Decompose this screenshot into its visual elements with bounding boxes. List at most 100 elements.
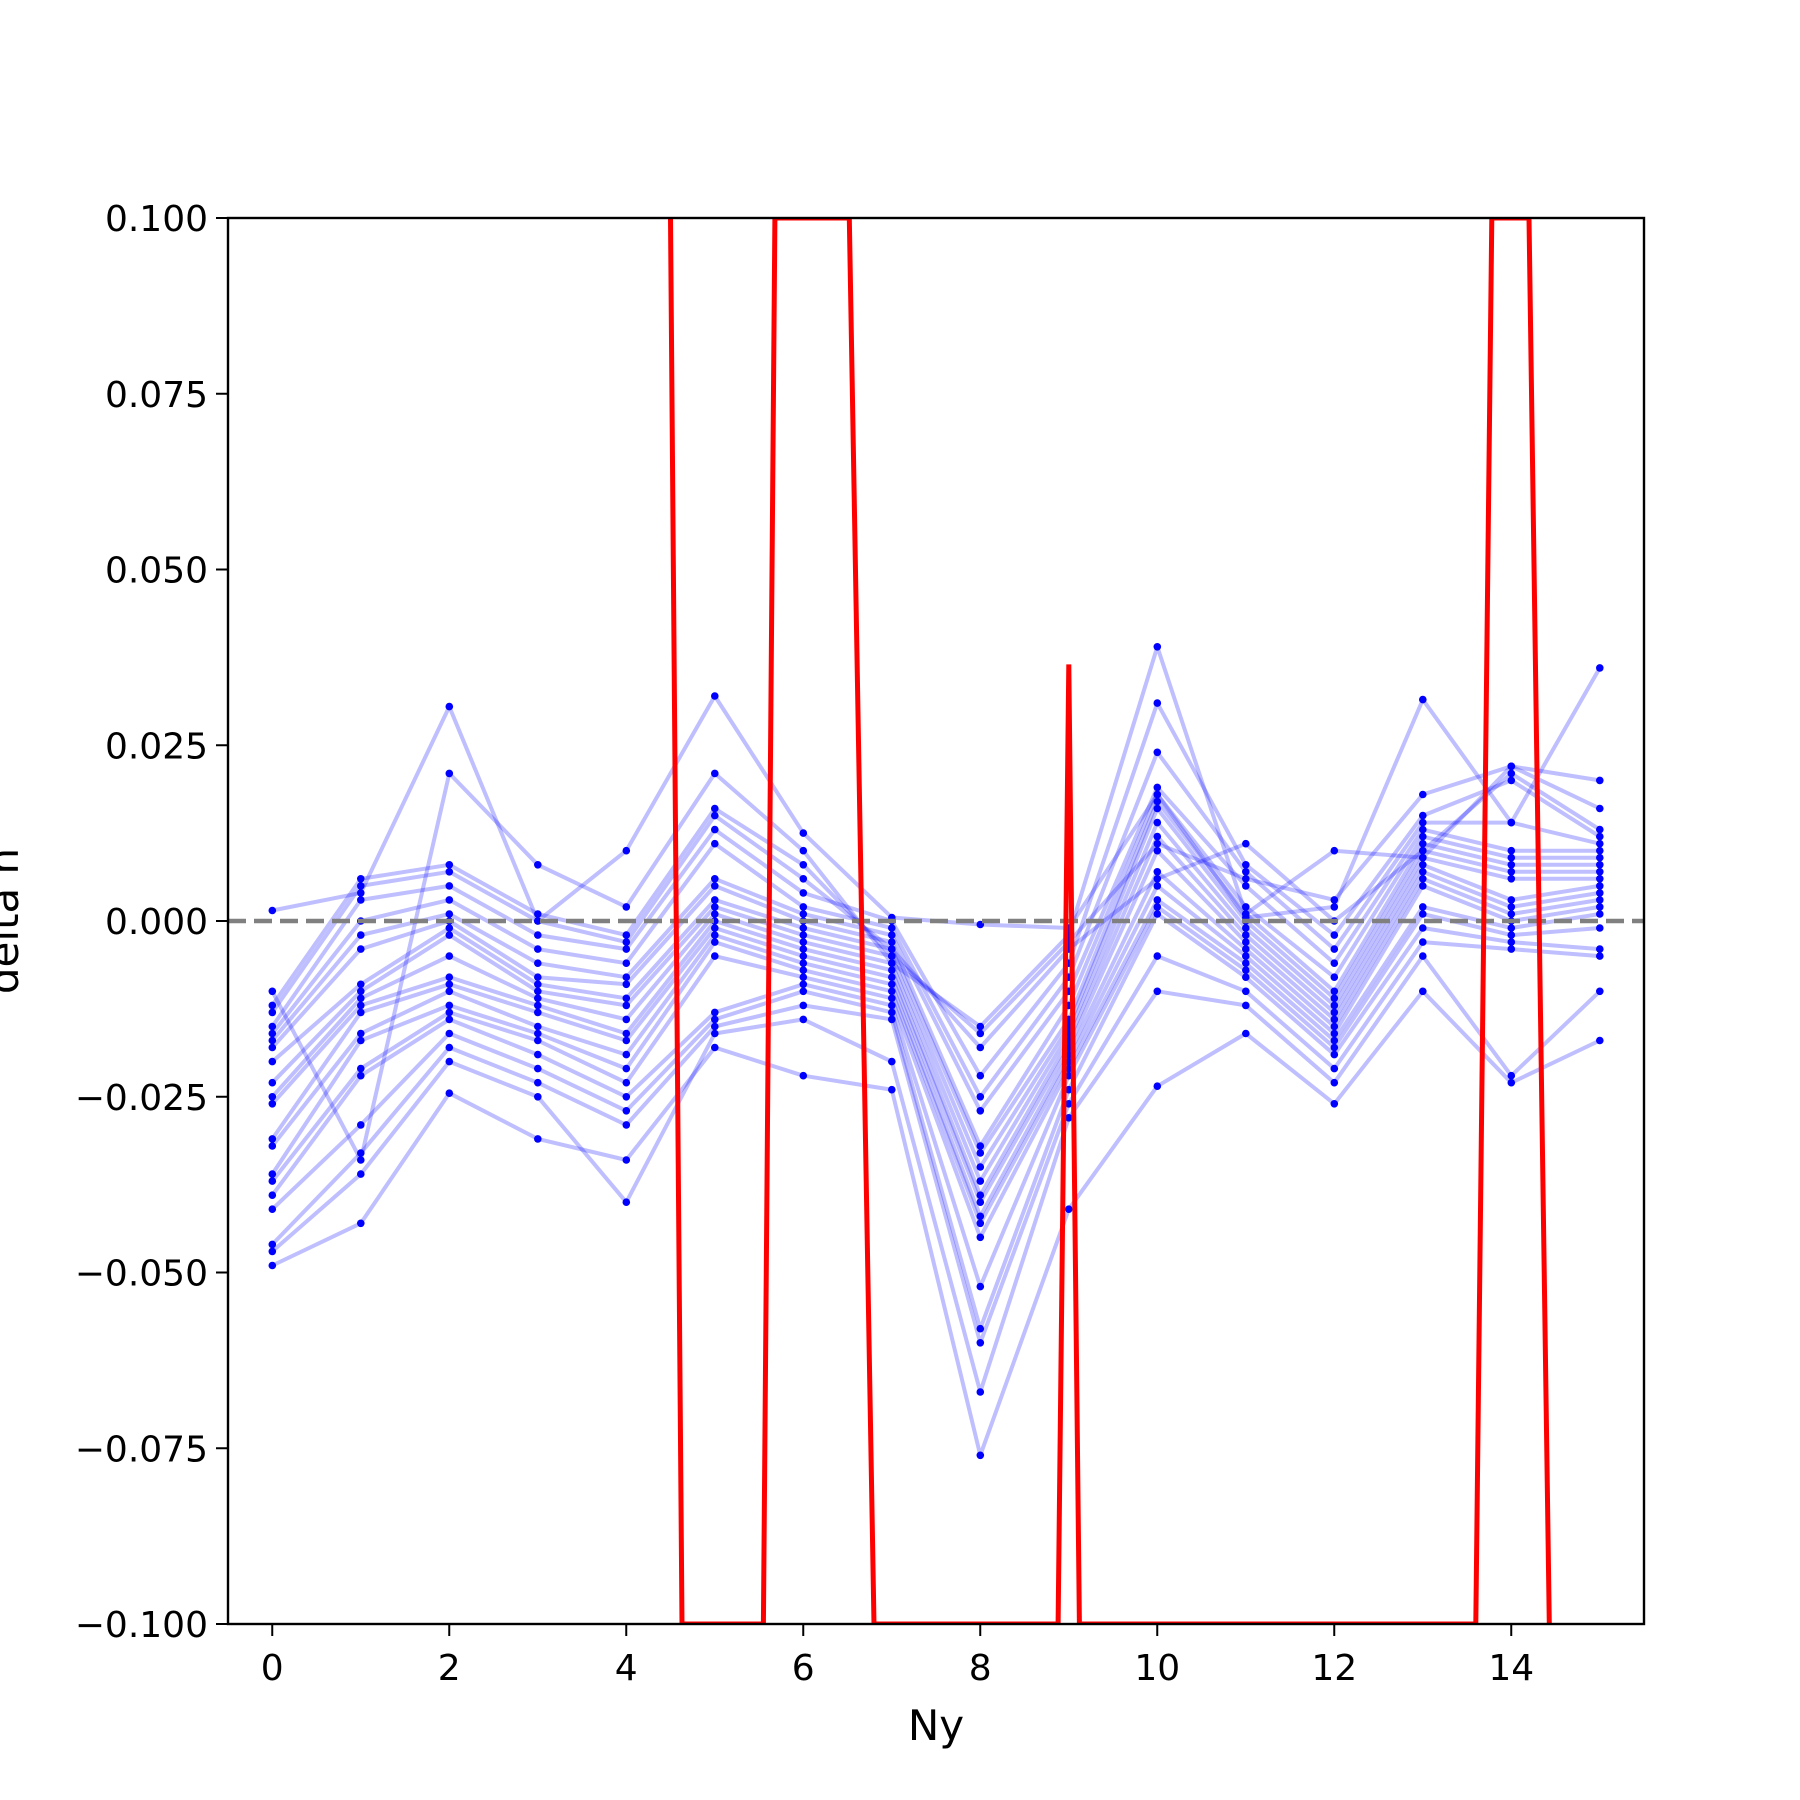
series-0-point-15	[1596, 1036, 1604, 1045]
series-7-point-0	[268, 1142, 277, 1150]
series-1-point-9	[1065, 1114, 1073, 1122]
series-9-point-3	[534, 1001, 542, 1010]
series-19-point-7	[888, 959, 896, 967]
series-11-point-2	[445, 931, 454, 939]
series-9-point-14	[1507, 896, 1516, 904]
series-3-point-13	[1419, 924, 1427, 932]
series-4-point-3	[534, 1050, 542, 1059]
series-1-point-4	[622, 1198, 631, 1206]
series-6-point-8	[976, 1219, 985, 1228]
y-tick-label-6: 0.050	[105, 551, 208, 592]
series-line-16	[270, 701, 1601, 1078]
axis-ticks: 0 2 4 6 8 10 12 14 −0.100 −0.075 −0.050 −0.025 0.000…	[75, 199, 1534, 1689]
series-19-point-5	[711, 769, 719, 778]
series-9-point-10	[1153, 832, 1162, 841]
series-12-point-0	[268, 1057, 277, 1066]
series-9-point-15	[1596, 882, 1604, 890]
series-14-point-5	[711, 875, 719, 883]
series-16-point-8	[976, 1071, 985, 1080]
series-8-point-12	[1330, 1015, 1339, 1024]
series-6-point-7	[888, 987, 896, 996]
series-4-point-12	[1330, 1043, 1339, 1052]
series-12-point-8	[976, 1149, 985, 1157]
series-5-point-5	[711, 952, 719, 960]
series-7-point-11	[1242, 945, 1250, 953]
series-16-point-2	[445, 882, 454, 890]
series-4-point-8	[976, 1282, 985, 1291]
series-1-point-13	[1419, 952, 1427, 960]
y-tick-label-0: −0.100	[75, 1605, 208, 1646]
series-1-point-15	[1596, 987, 1604, 996]
series-4-point-10	[1153, 903, 1162, 911]
series-18-point-13	[1419, 790, 1427, 799]
series-line-7	[270, 869, 1601, 1219]
series-1-point-8	[976, 1388, 985, 1396]
series-19-point-14	[1507, 762, 1516, 771]
series-7-point-15	[1596, 896, 1604, 904]
series-8-point-2	[445, 980, 454, 989]
series-20-point-2	[445, 702, 454, 711]
x-tick-label-2: 4	[615, 1648, 638, 1689]
series-12-point-1	[357, 980, 365, 989]
series-14-point-0	[268, 1036, 277, 1045]
series-16-point-3	[534, 931, 542, 939]
series-10-point-2	[445, 952, 454, 960]
series-1-point-2	[445, 1057, 454, 1066]
series-15-point-13	[1419, 818, 1427, 827]
series-20-point-13	[1419, 695, 1427, 704]
series-16-point-0	[268, 1022, 277, 1031]
series-line-15	[270, 750, 1601, 1099]
series-2-point-0	[268, 1240, 277, 1249]
series-15-point-6	[799, 903, 808, 911]
series-2-point-12	[1330, 1064, 1339, 1073]
series-10-point-14	[1507, 875, 1516, 883]
series-5-point-14	[1507, 924, 1516, 932]
series-2-point-2	[445, 1043, 454, 1052]
series-11-point-6	[799, 931, 808, 939]
series-12-point-2	[445, 924, 454, 932]
series-18-point-5	[711, 804, 719, 813]
series-2-point-7	[888, 1015, 896, 1024]
series-5-point-1	[357, 1064, 365, 1073]
series-15-point-15	[1596, 839, 1604, 848]
series-4-point-2	[445, 1015, 454, 1024]
series-17-point-7	[888, 945, 896, 953]
series-14-point-3	[534, 959, 542, 967]
series-17-point-13	[1419, 846, 1427, 855]
plot-area	[228, 218, 1644, 1624]
series-3-point-7	[888, 1008, 896, 1017]
y-tick-label-3: −0.025	[75, 1078, 208, 1119]
series-18-point-6	[799, 861, 808, 869]
series-14-point-11	[1242, 882, 1250, 890]
series-4-point-7	[888, 1001, 896, 1010]
series-2-point-10	[1153, 952, 1162, 960]
series-11-point-5	[711, 903, 719, 911]
series-17-point-8	[976, 1043, 985, 1052]
series-16-point-11	[1242, 861, 1250, 869]
series-17-point-4	[622, 938, 631, 946]
series-10-point-6	[799, 938, 808, 946]
series-19-point-13	[1419, 853, 1427, 862]
series-6-point-15	[1596, 903, 1604, 911]
series-6-point-3	[534, 1029, 542, 1038]
x-tick-label-6: 12	[1311, 1648, 1357, 1689]
y-tick-label-4: 0.000	[105, 902, 208, 943]
series-10-point-11	[1242, 924, 1250, 932]
series-10-point-5	[711, 910, 719, 918]
series-11-point-3	[534, 987, 542, 996]
series-3-point-1	[357, 1121, 365, 1129]
series-9-point-11	[1242, 931, 1250, 939]
series-3-point-5	[711, 1015, 719, 1024]
series-11-point-8	[976, 1163, 985, 1171]
series-19-point-3	[534, 861, 542, 869]
series-19-point-6	[799, 846, 808, 855]
series-5-point-4	[622, 1078, 631, 1087]
series-18-point-12	[1330, 896, 1339, 904]
series-4-point-15	[1596, 924, 1604, 932]
series-4-point-11	[1242, 966, 1250, 974]
series-0-point-1	[357, 1219, 365, 1228]
series-line-18	[270, 764, 1601, 1036]
series-5-point-12	[1330, 1036, 1339, 1045]
series-13-point-15	[1596, 853, 1604, 862]
